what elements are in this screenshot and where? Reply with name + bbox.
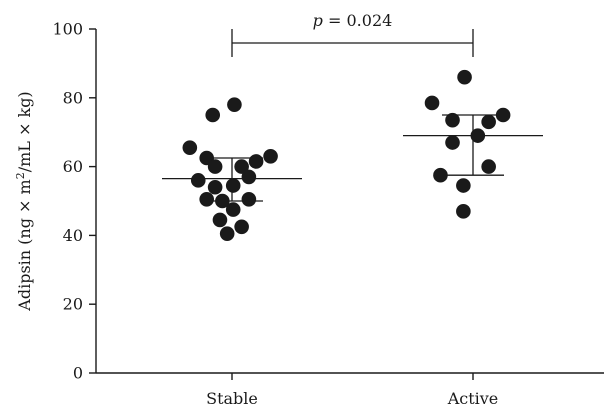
x-category-label: Stable: [206, 389, 258, 408]
p-value-text: = 0.024: [323, 11, 392, 30]
y-tick-label: 100: [52, 20, 83, 39]
y-tick-label: 0: [73, 364, 83, 383]
y-tick-label: 40: [63, 226, 83, 245]
data-point: [445, 135, 460, 150]
data-point: [424, 95, 440, 111]
data-point: [234, 219, 249, 235]
y-axis-label-suffix: /mL × kg): [15, 91, 34, 172]
data-point: [241, 169, 257, 185]
y-axis-label: Adipsin (ng × m2/mL × kg): [14, 91, 34, 311]
x-axis-categories: Stable Active: [206, 373, 498, 408]
y-axis-label-prefix: Adipsin (ng × m: [15, 179, 34, 311]
data-point: [263, 148, 278, 164]
data-point: [248, 154, 264, 169]
data-point: [457, 69, 472, 85]
data-point: [481, 114, 496, 130]
data-point: [190, 173, 206, 188]
data-point: [182, 140, 198, 155]
data-point: [227, 97, 242, 112]
y-tick-label: 60: [63, 157, 83, 176]
data-point: [225, 202, 241, 217]
data-point: [215, 193, 230, 209]
data-point: [445, 112, 460, 128]
data-point: [470, 128, 486, 143]
p-value-label: p = 0.024: [313, 11, 393, 30]
y-tick-label: 80: [63, 88, 83, 107]
data-point: [456, 204, 471, 219]
data-point: [212, 212, 228, 228]
data-point: [199, 191, 214, 207]
data-point: [234, 159, 249, 174]
data-points: [182, 69, 511, 241]
data-point: [219, 226, 235, 241]
data-point: [207, 159, 223, 174]
data-point: [481, 159, 496, 174]
data-point: [433, 167, 448, 183]
y-axis-ticks: 0 20 40 60 80 100: [52, 20, 96, 383]
x-category-label: Active: [447, 389, 499, 408]
data-point: [207, 179, 223, 195]
data-point: [241, 191, 257, 207]
data-point: [205, 107, 221, 123]
data-point: [495, 107, 511, 123]
y-tick-label: 20: [63, 295, 83, 314]
y-axis-label-superscript: 2: [14, 172, 27, 179]
significance-annotation: p = 0.024: [231, 11, 474, 57]
axes: [95, 29, 604, 374]
p-symbol: p: [313, 11, 323, 30]
data-point: [225, 178, 241, 193]
data-point: [456, 178, 471, 193]
